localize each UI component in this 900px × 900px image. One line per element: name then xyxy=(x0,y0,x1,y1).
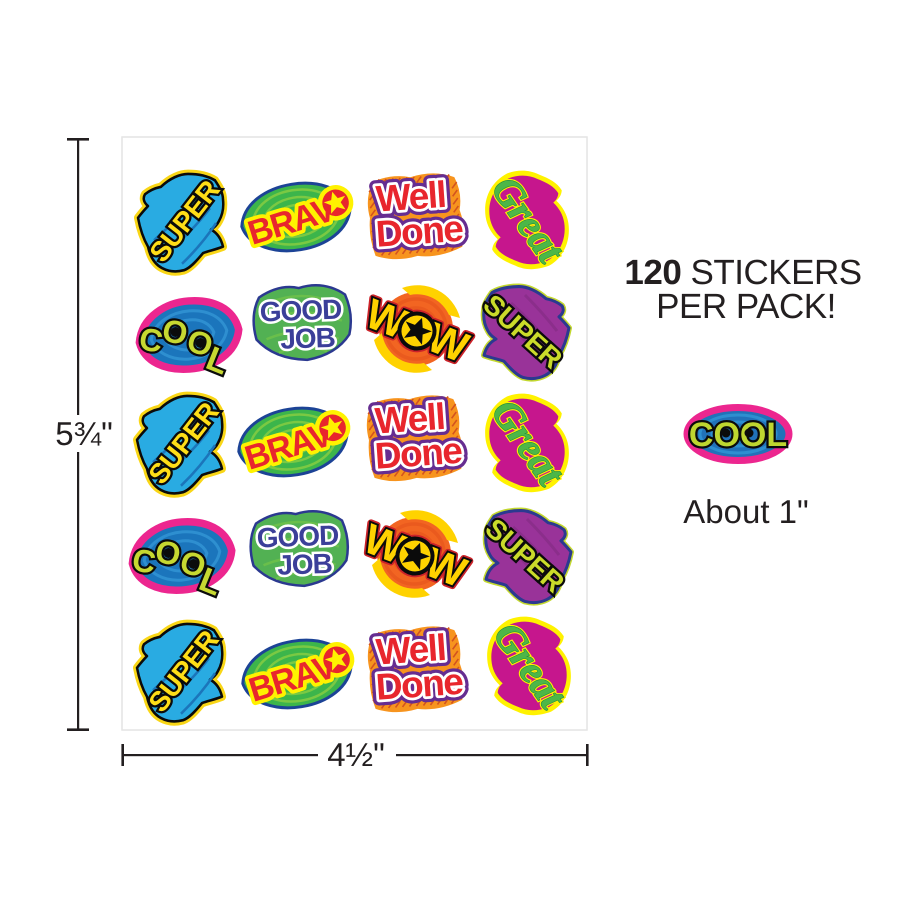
svg-text:120 STICKERS: 120 STICKERS xyxy=(624,253,861,292)
svg-text:PER PACK!: PER PACK! xyxy=(656,287,836,326)
svg-text:5¾": 5¾" xyxy=(55,415,113,452)
svg-text:4½": 4½" xyxy=(327,736,385,773)
svg-text:About 1": About 1" xyxy=(683,493,808,530)
